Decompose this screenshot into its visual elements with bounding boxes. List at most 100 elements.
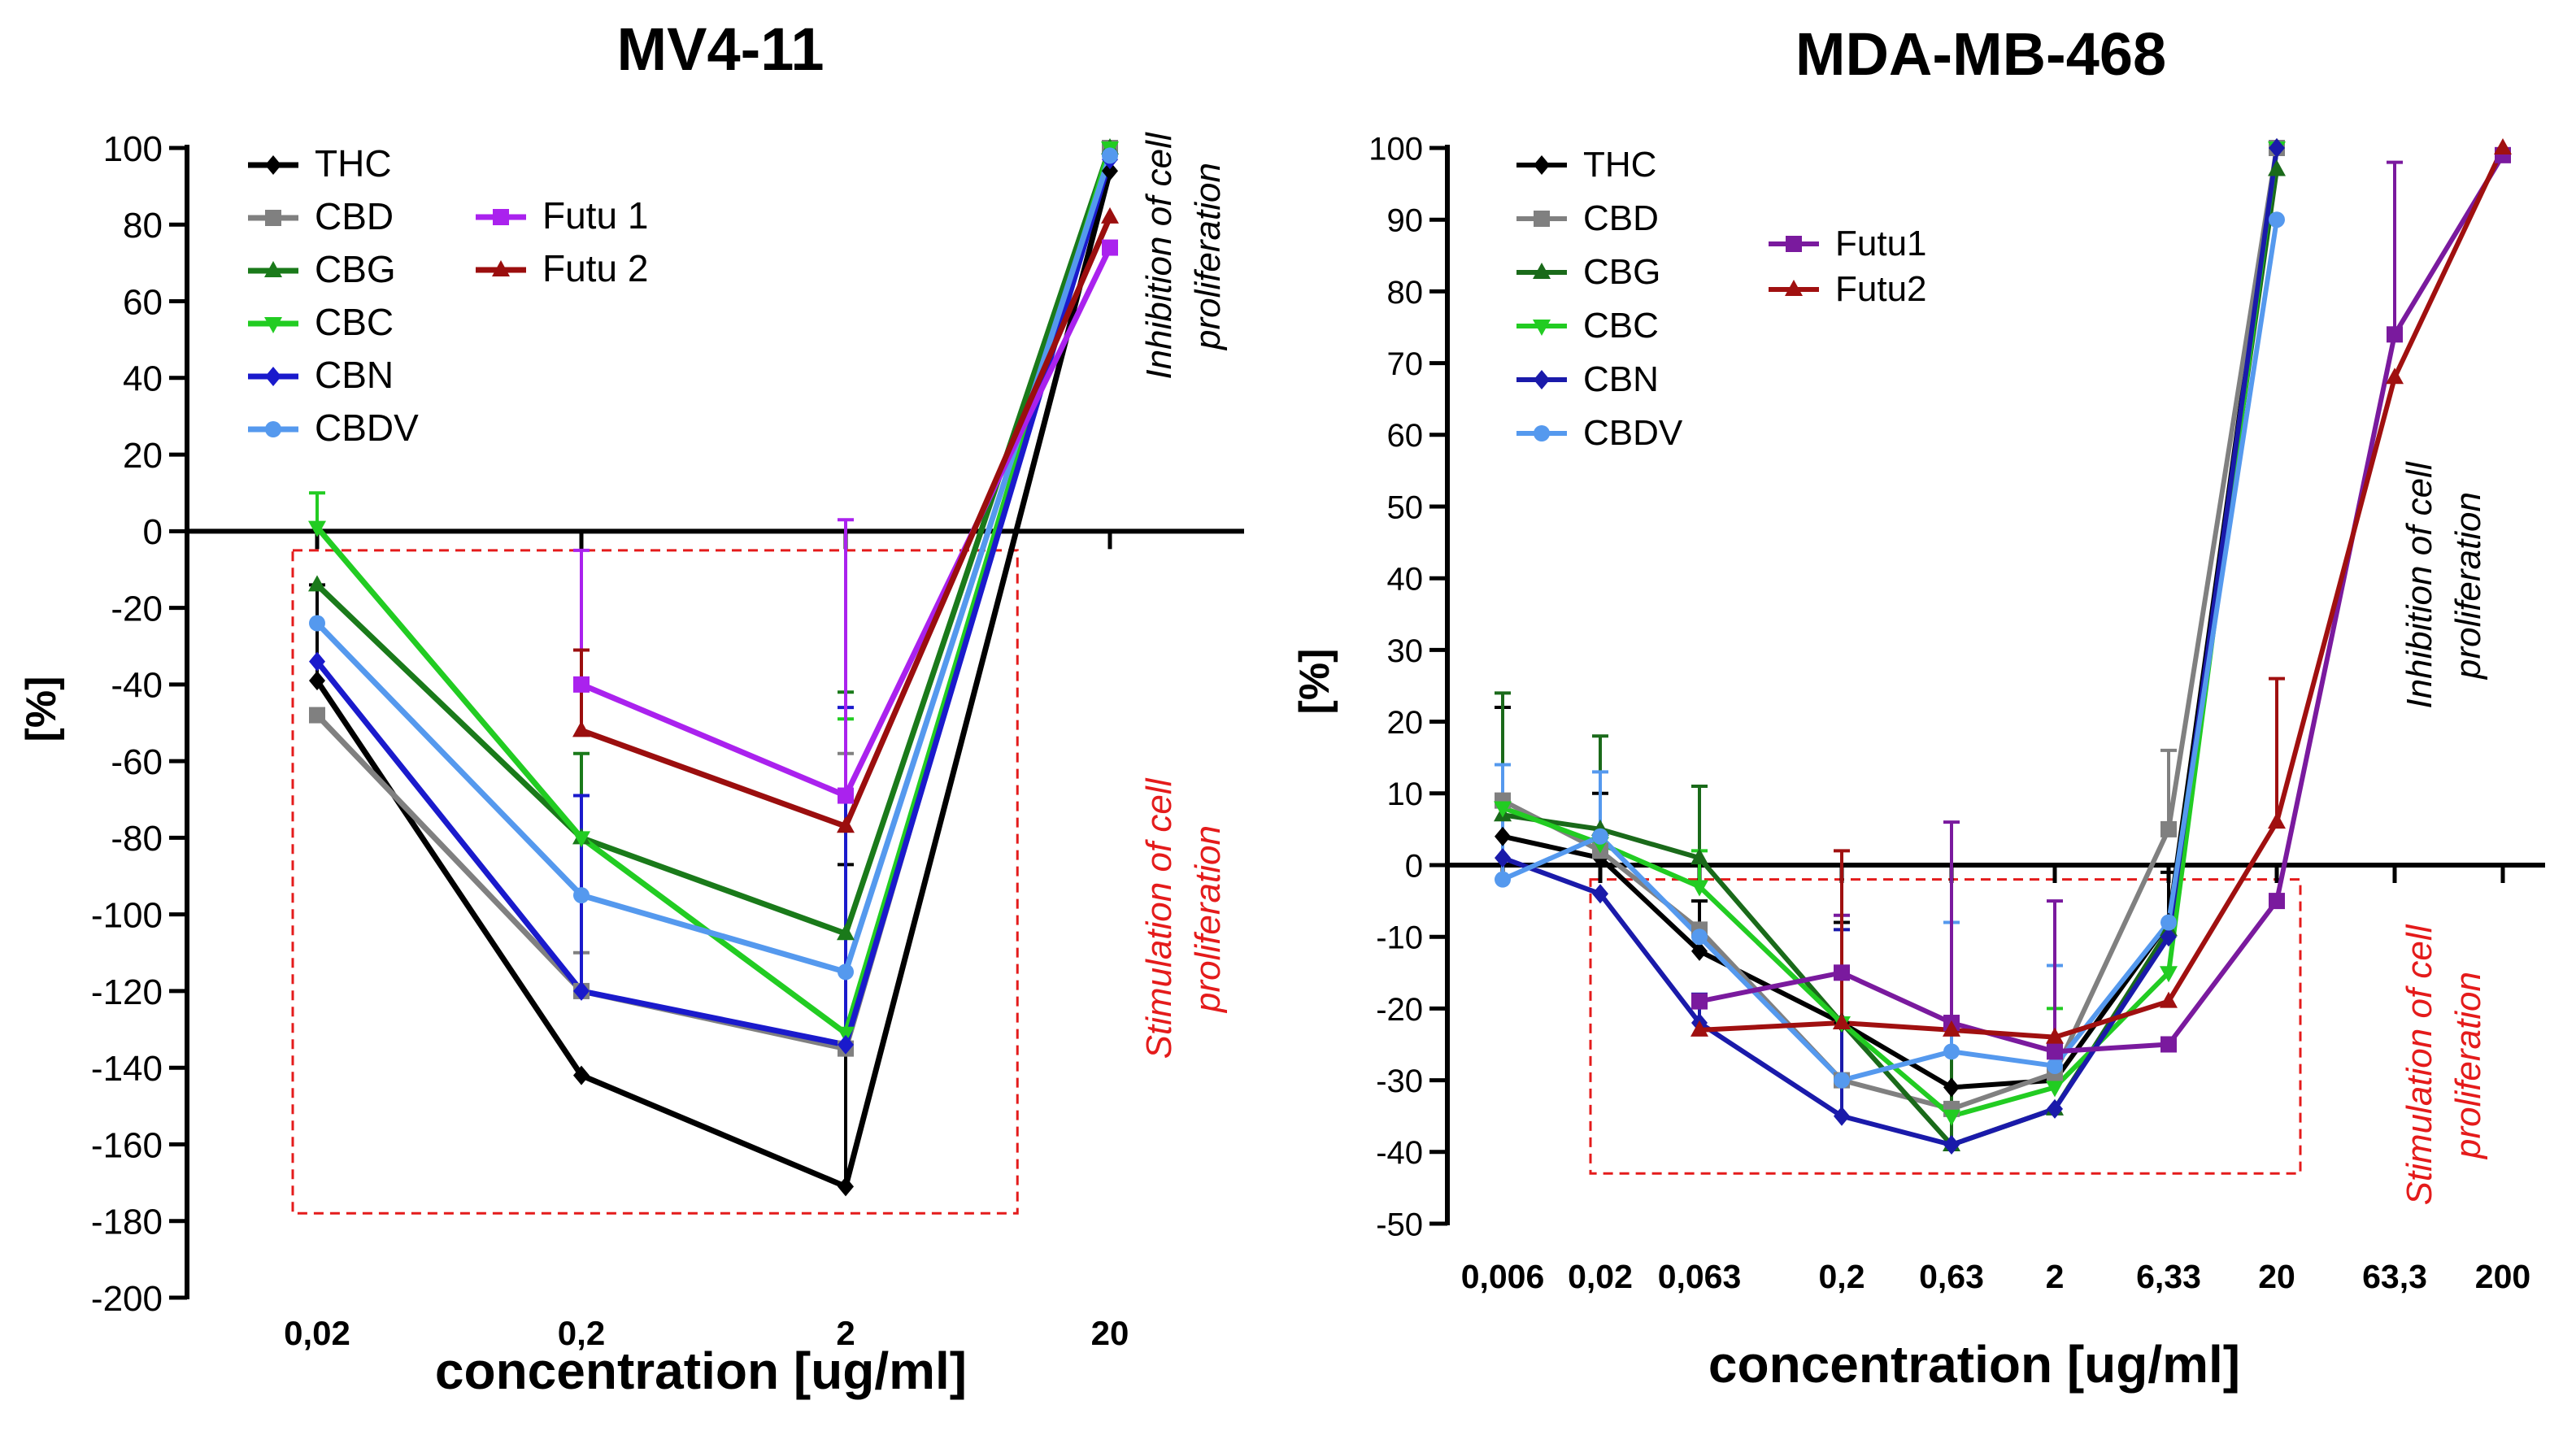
legend-item-cbc: CBC (248, 301, 394, 343)
y-tick-label: -30 (1376, 1063, 1423, 1099)
y-tick-label: 20 (123, 436, 163, 476)
x-tick-label: 0,02 (1568, 1258, 1633, 1295)
y-tick-label: 50 (1387, 489, 1424, 525)
x-tick-label: 0,63 (1919, 1258, 1984, 1295)
y-tick-label: 60 (123, 282, 163, 322)
legend-swatch-marker (493, 209, 509, 225)
y-tick-label: -60 (111, 742, 163, 782)
x-tick-label: 0,063 (1658, 1258, 1742, 1295)
x-tick-label: 200 (2475, 1258, 2530, 1295)
data-point-futu2 (2268, 812, 2286, 829)
legend-label: Futu 2 (542, 247, 648, 289)
data-point-futu2 (1690, 1020, 1708, 1037)
legend-swatch-marker (264, 317, 282, 333)
y-tick-label: 40 (1387, 562, 1424, 598)
y-tick-label: -40 (1376, 1135, 1423, 1171)
data-point-cbn (1495, 848, 1511, 868)
data-point-futu2 (2046, 1027, 2064, 1044)
data-point-futu-2 (837, 816, 855, 833)
data-point-futu2 (1833, 1013, 1851, 1030)
y-tick-label: -120 (91, 972, 163, 1012)
legend-item-cbg: CBG (1516, 252, 1660, 292)
legend-item-thc: THC (248, 142, 392, 185)
data-point-cbdv (1592, 828, 1608, 845)
y-tick-label: -20 (111, 589, 163, 629)
x-axis-label: concentration [ug/ml] (1708, 1335, 2240, 1394)
legend-item-cbd: CBD (1516, 198, 1659, 238)
y-tick-label: 10 (1387, 776, 1424, 812)
legend: THC CBD CBG CBC CBN CBDV Futu 1 Futu 2 (248, 142, 648, 449)
data-point-cbn (2269, 138, 2285, 158)
legend-label: CBN (315, 354, 394, 396)
data-point-cbc (2160, 966, 2178, 983)
x-tick-label: 20 (1091, 1314, 1129, 1352)
y-tick-label: -180 (91, 1203, 163, 1242)
inhibition-annotation-line-2: proliferation (2448, 492, 2488, 681)
data-point-cbdv (1495, 871, 1511, 888)
legend-item-cbn: CBN (248, 354, 394, 396)
y-tick-label: -80 (111, 819, 163, 859)
data-point-cbdv (1834, 1072, 1850, 1089)
data-point-futu-2 (1101, 207, 1119, 224)
y-tick-label: 80 (1387, 275, 1424, 311)
y-tick-label: -20 (1376, 992, 1423, 1028)
stimulation-annotation-line-2: proliferation (1188, 825, 1228, 1014)
data-point-futu2 (1943, 1020, 1960, 1037)
series-line-cbn (315, 159, 1113, 1048)
legend-item-cbd: CBD (248, 195, 394, 237)
data-point-futu1 (2047, 1043, 2063, 1060)
series-line-cbdv (1501, 219, 2279, 1083)
data-point-cbc (2046, 1081, 2064, 1098)
legend: THC CBD CBG CBC CBN CBDV Futu1 Futu2 (1516, 145, 1927, 453)
data-point-cbc (1943, 1109, 1960, 1126)
series-line-cbg (315, 146, 1113, 937)
data-point-cbdv (1691, 929, 1708, 946)
y-tick-label: 100 (1368, 131, 1423, 167)
x-tick-label: 2 (2046, 1258, 2065, 1295)
series-line-futu2 (1699, 146, 2505, 1040)
data-point-futu2 (2160, 991, 2178, 1008)
data-point-futu-1 (1102, 239, 1118, 256)
y-tick-label: 70 (1387, 346, 1424, 382)
y-tick-label: 100 (103, 129, 163, 169)
chart-mv4-11: MV4-11 [%] concentration [ug/ml] 100 80 60… (18, 15, 1244, 1400)
inhibition-annotation-line-1: Inhibition of cell (1139, 132, 1179, 380)
stimulation-annotation-line-1: Stimulation of cell (2400, 924, 2439, 1205)
data-point-thc (838, 1177, 854, 1197)
data-point-cbg (308, 575, 326, 592)
y-tick-label: -10 (1376, 920, 1423, 956)
data-point-thc (309, 671, 325, 691)
legend-swatch-marker (264, 261, 282, 277)
legend-label: CBG (315, 248, 396, 290)
data-point-cbdv (1102, 147, 1118, 164)
x-tick-label: 63,3 (2362, 1258, 2427, 1295)
y-tick-label: -200 (91, 1279, 163, 1319)
data-point-cbdv (2047, 1057, 2063, 1074)
series-line-cbdv (315, 154, 1113, 975)
legend-swatch-marker (492, 260, 510, 276)
stimulation-annotation-line-2: proliferation (2448, 972, 2488, 1160)
chart-title: MV4-11 (616, 15, 824, 83)
legend-item-cbc: CBC (1516, 306, 1659, 346)
legend-label: Futu 1 (542, 194, 648, 237)
data-point-cbg (2268, 159, 2286, 176)
data-point-cbn (838, 1034, 854, 1055)
data-point-cbc (308, 520, 326, 537)
legend-item-futu-1: Futu 1 (476, 194, 648, 237)
data-point-cbdv (2269, 211, 2285, 228)
legend-label: CBD (315, 195, 394, 237)
legend-swatch-marker (265, 210, 281, 226)
series-line-cbc (315, 146, 1113, 1037)
legend-label: CBD (1583, 198, 1659, 238)
inhibition-annotation-line-1: Inhibition of cell (2400, 461, 2439, 709)
legend-label: CBDV (315, 407, 419, 449)
legend-label: THC (315, 142, 392, 185)
legend-swatch-marker (1534, 155, 1550, 175)
x-tick-label: 0,2 (558, 1314, 605, 1352)
y-tick-label: -100 (91, 896, 163, 936)
data-point-cbdv (573, 887, 590, 904)
legend-swatch-marker (1534, 370, 1550, 389)
data-point-cbdv (838, 963, 854, 981)
legend-label: CBN (1583, 359, 1659, 399)
